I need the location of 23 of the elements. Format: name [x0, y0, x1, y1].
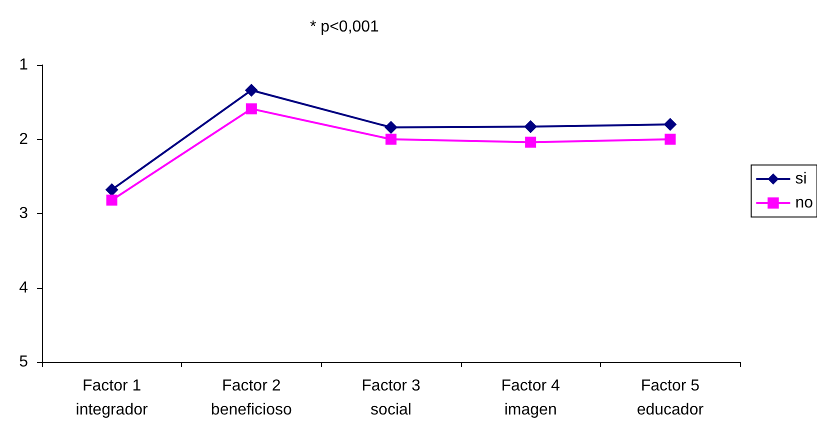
x-tick-label: Factor 1 integrador [76, 378, 148, 418]
y-tick-label: 5 [19, 354, 28, 370]
point [106, 194, 118, 206]
x-tick-label: Factor 2 beneficioso [210, 378, 292, 418]
chart-title: * p<0,001 [310, 18, 380, 36]
point [386, 134, 396, 145]
y-tick-label: 4 [19, 279, 28, 296]
x-tick-label: Factor 3 social [362, 378, 420, 418]
legend-label: no [795, 194, 814, 212]
point [664, 118, 677, 131]
x-tick-label: Factor 5 educador [636, 378, 704, 418]
point [105, 183, 118, 196]
point [384, 120, 398, 134]
point [524, 120, 538, 134]
y-tick-label: 3 [19, 205, 28, 222]
legend-label: si [795, 170, 807, 188]
point [525, 136, 536, 148]
x-tick-label: Factor 4 imagen [501, 378, 560, 418]
point [246, 103, 257, 114]
y-tick-label: 2 [19, 130, 28, 148]
point [244, 84, 258, 97]
point [664, 134, 676, 145]
y-tick-label: 1 [19, 56, 28, 74]
